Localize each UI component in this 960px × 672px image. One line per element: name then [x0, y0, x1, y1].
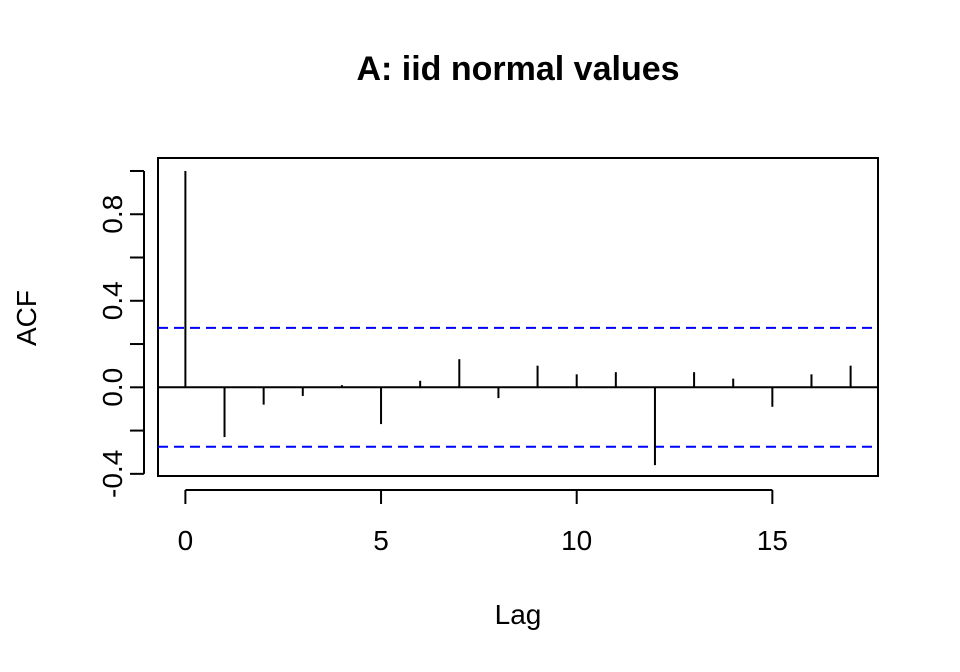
- y-tick-label: 0.4: [97, 281, 128, 320]
- y-tick-label: 0.8: [97, 195, 128, 234]
- y-tick-label: -0.4: [97, 450, 128, 498]
- y-axis: -0.4 0.0 0.4 0.8: [97, 169, 145, 498]
- x-tick-label: 5: [373, 525, 389, 556]
- y-axis-label: ACF: [11, 290, 42, 346]
- x-axis-label: Lag: [495, 599, 542, 630]
- y-tick-label: 0.0: [97, 368, 128, 407]
- plot-area: [158, 170, 878, 466]
- x-axis: 0 5 10 15: [178, 489, 788, 556]
- x-tick-label: 0: [178, 525, 194, 556]
- chart-title: A: iid normal values: [356, 50, 679, 88]
- x-tick-label: 15: [757, 525, 788, 556]
- plot-frame: [157, 157, 879, 477]
- x-tick-label: 10: [561, 525, 592, 556]
